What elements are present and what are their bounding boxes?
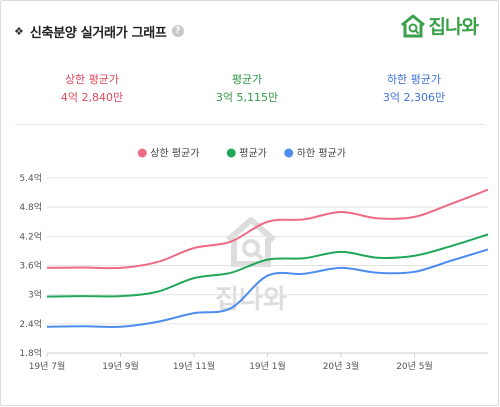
price-line-chart: 집나와 상한 평균가 평균가 하한 평균가 5.4억 4.8억 4.2억 3.6억 3억 2.…: [19, 147, 489, 372]
help-icon[interactable]: ?: [171, 25, 184, 37]
stat-lower-label: 하한 평균가: [386, 73, 442, 86]
y-tick-label: 5.4억: [19, 172, 42, 184]
chart-series: [46, 188, 489, 328]
house-magnifier-icon: [400, 14, 425, 37]
panel-header: ❖ 신축분양 실거래가 그래프 ?: [14, 20, 184, 42]
legend-dot: [137, 148, 147, 158]
page-title: 신축분양 실거래가 그래프: [29, 25, 167, 41]
legend-item-upper[interactable]: 상한 평균가: [137, 148, 200, 160]
y-tick-label: 3억: [28, 289, 42, 301]
series-line-avg[interactable]: [46, 233, 489, 298]
chart-legend: 상한 평균가 평균가 하한 평균가: [137, 147, 346, 160]
brand-logo[interactable]: 집나와: [399, 12, 479, 39]
section-divider: [15, 124, 485, 125]
series-line-upper[interactable]: [46, 188, 489, 270]
y-tick-label: 3.6억: [19, 260, 42, 272]
stat-average: 평균가 3억 5,115만: [167, 72, 327, 106]
price-summary: 상한 평균가 4억 2,840만 평균가 3억 5,115만 하한 평균가 3억…: [0, 72, 500, 112]
legend-dot: [284, 148, 294, 158]
series-line-lower[interactable]: [46, 248, 489, 328]
logo-text: 집나와: [428, 16, 479, 38]
x-tick-label: 19년 1월: [249, 360, 286, 372]
x-tick-label: 19년 7월: [29, 360, 66, 372]
x-tick-label: 20년 3월: [323, 360, 360, 372]
x-axis-labels: 19년 7월 19년 9월 19년 11월 19년 1월 20년 3월 20년 5월: [29, 353, 433, 372]
x-tick-label: 19년 9월: [102, 360, 139, 372]
y-tick-label: 4.8억: [19, 201, 42, 213]
y-tick-label: 4.2억: [19, 230, 42, 242]
stat-lower-value: 3억 2,306만: [382, 91, 446, 104]
y-axis-labels: 5.4억 4.8억 4.2억 3.6억 3억 2.4억 1.8억: [19, 172, 42, 359]
stat-upper-average: 상한 평균가 4억 2,840만: [12, 72, 172, 106]
legend-dot: [226, 148, 236, 158]
stat-lower-average: 하한 평균가 3억 2,306만: [334, 72, 494, 106]
stat-average-value: 3억 5,115만: [215, 91, 279, 104]
legend-label: 하한 평균가: [297, 147, 346, 160]
x-tick-label: 19년 11월: [173, 360, 215, 372]
watermark-logo: 집나와: [215, 217, 287, 315]
legend-item-avg[interactable]: 평균가: [226, 148, 267, 160]
y-tick-label: 1.8억: [19, 347, 42, 359]
stat-upper-label: 상한 평균가: [64, 73, 120, 86]
diamond-bullet-icon: ❖: [14, 24, 24, 38]
x-tick-label: 20년 5월: [396, 360, 433, 372]
legend-item-lower[interactable]: 하한 평균가: [284, 147, 346, 160]
stat-upper-value: 4억 2,840만: [60, 91, 124, 104]
legend-label: 평균가: [239, 148, 267, 160]
legend-label: 상한 평균가: [150, 148, 199, 160]
stat-average-label: 평균가: [231, 73, 263, 86]
y-tick-label: 2.4억: [19, 318, 42, 330]
